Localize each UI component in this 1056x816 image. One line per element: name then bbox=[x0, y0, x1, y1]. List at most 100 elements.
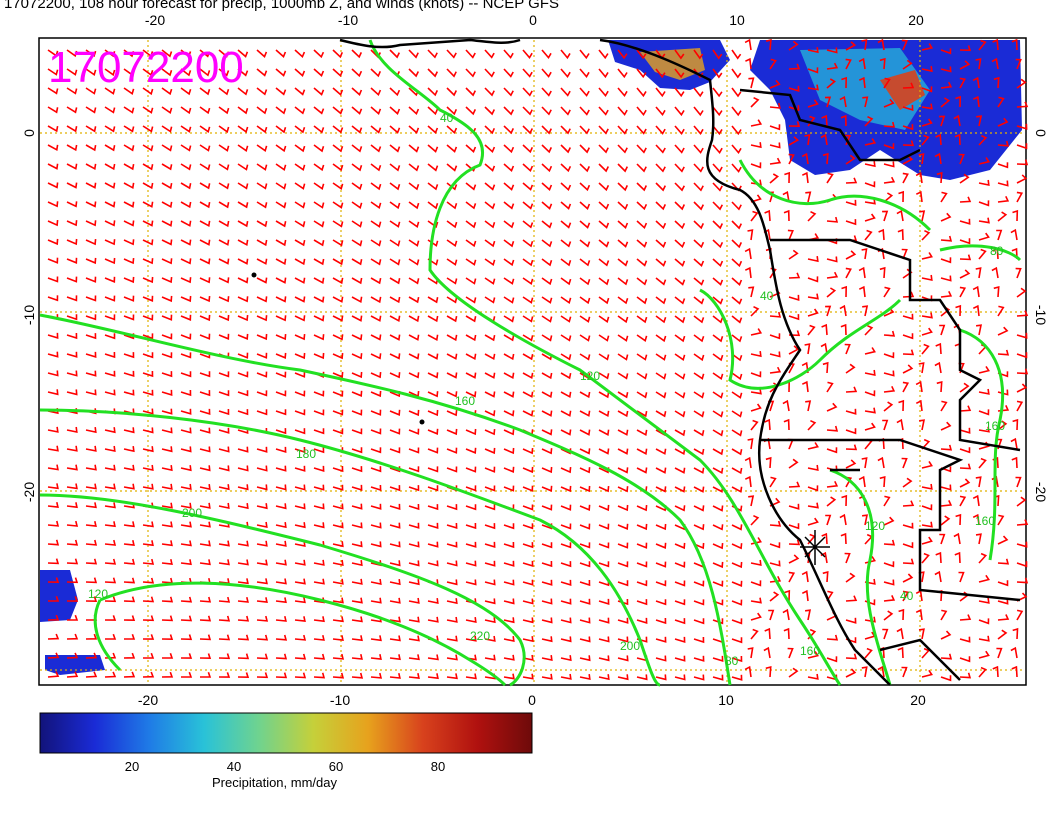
wind-barb bbox=[902, 291, 915, 298]
wind-barb bbox=[978, 666, 987, 678]
wind-barb bbox=[862, 96, 869, 108]
wind-barb bbox=[896, 418, 904, 431]
wind-barb bbox=[731, 49, 742, 60]
wind-barb bbox=[541, 410, 553, 417]
wind-barb bbox=[351, 296, 363, 304]
wind-barb bbox=[921, 229, 931, 241]
wind-barb bbox=[237, 182, 249, 190]
wind-barb bbox=[693, 106, 704, 117]
wind-barb bbox=[541, 277, 553, 286]
wind-barb bbox=[389, 49, 401, 59]
wind-barb bbox=[560, 125, 571, 135]
wind-barb bbox=[465, 635, 477, 642]
wind-barb bbox=[503, 447, 515, 455]
wind-barb bbox=[313, 296, 325, 303]
wind-barb bbox=[541, 239, 553, 248]
wind-barb bbox=[275, 672, 288, 679]
wind-barb bbox=[959, 60, 971, 70]
wind-barb bbox=[655, 542, 667, 549]
wind-barb bbox=[579, 49, 590, 60]
wind-barb bbox=[294, 125, 306, 134]
wind-barb bbox=[560, 542, 572, 549]
wind-barb bbox=[142, 295, 154, 302]
wind-barb bbox=[142, 314, 154, 321]
wind-barb bbox=[992, 665, 999, 678]
wind-barb bbox=[560, 504, 572, 511]
wind-barb bbox=[85, 314, 97, 321]
wind-barb bbox=[522, 315, 534, 323]
precip-colorbar bbox=[39, 712, 533, 754]
wind-barb bbox=[959, 614, 972, 621]
wind-barb bbox=[389, 597, 401, 604]
wind-barb bbox=[294, 446, 306, 454]
wind-barb bbox=[85, 295, 97, 302]
wind-barb bbox=[768, 609, 775, 621]
wind-barb bbox=[446, 296, 458, 304]
wind-barb bbox=[560, 485, 572, 493]
wind-barb bbox=[161, 295, 173, 303]
wind-barb bbox=[902, 349, 915, 356]
wind-barb bbox=[427, 87, 439, 97]
wind-barb bbox=[408, 239, 420, 247]
wind-barb bbox=[522, 372, 534, 380]
wind-barb bbox=[199, 296, 211, 303]
wind-barb bbox=[85, 427, 97, 434]
wind-barb bbox=[693, 429, 705, 437]
wind-barb bbox=[142, 634, 155, 640]
wind-barb bbox=[959, 656, 971, 663]
wind-barb bbox=[674, 106, 685, 117]
wind-barb bbox=[294, 220, 306, 228]
wind-barb bbox=[123, 483, 135, 490]
wind-barb bbox=[313, 522, 325, 529]
wind-barb bbox=[294, 409, 306, 416]
wind-barb bbox=[237, 634, 250, 641]
wind-barb bbox=[484, 296, 496, 304]
wind-barb bbox=[617, 182, 629, 192]
wind-barb bbox=[674, 391, 686, 399]
wind-barb bbox=[712, 49, 723, 60]
wind-barb bbox=[764, 627, 771, 640]
lon-tick-top: -20 bbox=[145, 12, 165, 28]
wind-barb bbox=[370, 409, 382, 416]
wind-barb bbox=[370, 144, 382, 153]
wind-barb bbox=[940, 48, 952, 55]
wind-barb bbox=[313, 578, 325, 585]
wind-barb bbox=[636, 523, 648, 531]
wind-barb bbox=[959, 196, 972, 203]
wind-barb bbox=[541, 579, 553, 586]
wind-barb bbox=[408, 616, 420, 623]
wind-barb bbox=[180, 163, 192, 171]
wind-barb bbox=[465, 239, 477, 248]
wind-barb bbox=[674, 655, 686, 662]
wind-barb bbox=[1016, 383, 1028, 393]
wind-barb bbox=[744, 456, 752, 469]
wind-barb bbox=[275, 465, 287, 472]
wind-barb bbox=[826, 62, 839, 70]
wind-barb bbox=[332, 106, 344, 115]
wind-barb bbox=[522, 466, 534, 474]
wind-barb bbox=[845, 177, 858, 184]
wind-barb bbox=[47, 652, 60, 659]
wind-barb bbox=[180, 49, 192, 58]
wind-barb bbox=[503, 654, 515, 661]
wind-barb bbox=[617, 655, 629, 662]
wind-barb bbox=[85, 539, 98, 546]
wind-barb bbox=[104, 596, 117, 603]
wind-barb bbox=[712, 125, 723, 136]
wind-barb bbox=[655, 655, 667, 662]
wind-barb bbox=[370, 484, 382, 492]
wind-barb bbox=[820, 133, 828, 146]
wind-barb bbox=[978, 248, 987, 260]
wind-barb bbox=[313, 635, 325, 641]
wind-barb bbox=[883, 176, 896, 184]
wind-barb bbox=[142, 558, 155, 565]
wind-barb bbox=[47, 577, 60, 584]
wind-barb bbox=[750, 514, 760, 526]
country-border bbox=[760, 438, 1021, 602]
wind-barb bbox=[313, 352, 325, 360]
wind-barb bbox=[655, 599, 667, 606]
wind-barb bbox=[237, 653, 250, 660]
wind-barb bbox=[427, 447, 439, 454]
wind-barb bbox=[769, 366, 782, 374]
